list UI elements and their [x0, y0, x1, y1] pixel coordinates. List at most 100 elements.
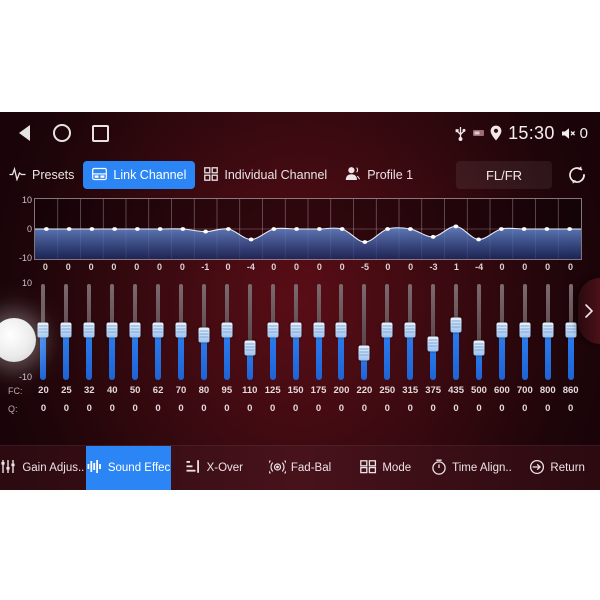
- tab-profile[interactable]: Profile 1: [336, 161, 422, 189]
- eq-band-point[interactable]: [362, 240, 368, 244]
- slider-thumb[interactable]: [152, 322, 164, 338]
- eq-slider[interactable]: [399, 280, 422, 380]
- eq-band-point[interactable]: [430, 234, 436, 239]
- bottom-tab-mode[interactable]: Mode: [343, 446, 429, 490]
- eq-slider[interactable]: [284, 280, 307, 380]
- eq-band-point[interactable]: [498, 227, 504, 231]
- eq-band-point[interactable]: [544, 227, 550, 231]
- slider-thumb[interactable]: [221, 322, 233, 338]
- eq-band-point[interactable]: [112, 227, 118, 231]
- slider-thumb[interactable]: [106, 322, 118, 338]
- slider-thumb[interactable]: [450, 317, 462, 333]
- x-over-icon: [186, 459, 202, 477]
- slider-fill: [177, 330, 184, 380]
- slider-thumb[interactable]: [519, 322, 531, 338]
- eq-band-point[interactable]: [180, 227, 186, 231]
- fc-value: 20: [38, 385, 49, 396]
- channel-selector[interactable]: FL/FR: [456, 161, 552, 189]
- slider-thumb[interactable]: [473, 340, 485, 356]
- slider-thumb[interactable]: [565, 322, 577, 338]
- eq-slider[interactable]: [238, 280, 261, 380]
- slider-thumb[interactable]: [335, 322, 347, 338]
- slider-thumb[interactable]: [381, 322, 393, 338]
- eq-band-point[interactable]: [248, 237, 254, 242]
- slider-thumb[interactable]: [244, 340, 256, 356]
- fc-values: 20 25 32 40 50 62 70 80 95 110 125 150 175 200 220 250 3…: [32, 385, 582, 396]
- slider-thumb[interactable]: [129, 322, 141, 338]
- bottom-tab-gain-adjust[interactable]: Gain Adjus..: [0, 446, 86, 490]
- slider-thumb[interactable]: [290, 322, 302, 338]
- eq-band-point[interactable]: [157, 227, 163, 231]
- bottom-tab-fad-bal[interactable]: Fad-Bal: [257, 446, 343, 490]
- eq-slider[interactable]: [445, 280, 468, 380]
- slider-thumb[interactable]: [60, 322, 72, 338]
- eq-slider[interactable]: [101, 280, 124, 380]
- eq-slider[interactable]: [490, 280, 513, 380]
- eq-slider[interactable]: [353, 280, 376, 380]
- eq-band-point[interactable]: [521, 227, 527, 231]
- eq-band-point[interactable]: [407, 227, 413, 231]
- eq-slider[interactable]: [307, 280, 330, 380]
- eq-band-point[interactable]: [134, 227, 140, 231]
- fc-value: 375: [425, 385, 442, 396]
- slider-thumb[interactable]: [198, 327, 210, 343]
- slider-rail: [431, 284, 436, 376]
- eq-slider[interactable]: [32, 280, 55, 380]
- eq-slider[interactable]: [215, 280, 238, 380]
- eq-band-point[interactable]: [271, 227, 277, 231]
- slider-thumb[interactable]: [83, 322, 95, 338]
- slider-thumb[interactable]: [358, 345, 370, 361]
- tab-individual-channel[interactable]: Individual Channel: [195, 161, 336, 189]
- eq-band-point[interactable]: [89, 227, 95, 231]
- bottom-tab-return[interactable]: Return: [514, 446, 600, 490]
- grid-icon: [204, 166, 219, 184]
- recents-button[interactable]: [90, 123, 110, 143]
- tab-link-channel[interactable]: Link Channel: [83, 161, 196, 189]
- slider-thumb[interactable]: [313, 322, 325, 338]
- eq-slider[interactable]: [124, 280, 147, 380]
- eq-band-point[interactable]: [339, 227, 345, 231]
- eq-slider[interactable]: [468, 280, 491, 380]
- eq-slider[interactable]: [192, 280, 215, 380]
- eq-slider[interactable]: [536, 280, 559, 380]
- slider-thumb[interactable]: [175, 322, 187, 338]
- eq-band-point[interactable]: [203, 229, 209, 234]
- return-icon: [529, 459, 545, 478]
- eq-curve-graph[interactable]: [34, 198, 582, 260]
- slider-thumb[interactable]: [404, 322, 416, 338]
- eq-band-point[interactable]: [225, 227, 231, 231]
- slider-thumb[interactable]: [267, 322, 279, 338]
- eq-band-point[interactable]: [66, 227, 72, 231]
- eq-slider[interactable]: [170, 280, 193, 380]
- tab-presets[interactable]: Presets: [0, 161, 83, 189]
- eq-band-point[interactable]: [316, 227, 322, 231]
- eq-band-point[interactable]: [453, 224, 459, 229]
- eq-slider[interactable]: [376, 280, 399, 380]
- slider-thumb[interactable]: [37, 322, 49, 338]
- eq-slider[interactable]: [559, 280, 582, 380]
- slider-thumb[interactable]: [427, 336, 439, 352]
- eq-slider[interactable]: [330, 280, 353, 380]
- home-button[interactable]: [52, 123, 72, 143]
- eq-band-point[interactable]: [567, 227, 573, 231]
- rotary-knob[interactable]: [0, 318, 36, 362]
- eq-band-point[interactable]: [294, 227, 300, 231]
- bottom-tab-x-over[interactable]: X-Over: [171, 446, 257, 490]
- eq-slider[interactable]: [422, 280, 445, 380]
- bottom-tab-sound-effect[interactable]: Sound Effec: [85, 446, 172, 490]
- slider-thumb[interactable]: [542, 322, 554, 338]
- eq-band-point[interactable]: [385, 227, 391, 231]
- refresh-button[interactable]: [562, 160, 592, 190]
- eq-slider[interactable]: [147, 280, 170, 380]
- slider-thumb[interactable]: [496, 322, 508, 338]
- back-button[interactable]: [14, 123, 34, 143]
- eq-band-point[interactable]: [476, 237, 482, 242]
- eq-slider[interactable]: [78, 280, 101, 380]
- fc-value: 125: [264, 385, 281, 396]
- eq-band-point[interactable]: [43, 227, 49, 231]
- eq-slider[interactable]: [55, 280, 78, 380]
- next-page-button[interactable]: [578, 278, 600, 344]
- eq-slider[interactable]: [261, 280, 284, 380]
- eq-slider[interactable]: [513, 280, 536, 380]
- bottom-tab-time-align[interactable]: Time Align..: [429, 446, 515, 490]
